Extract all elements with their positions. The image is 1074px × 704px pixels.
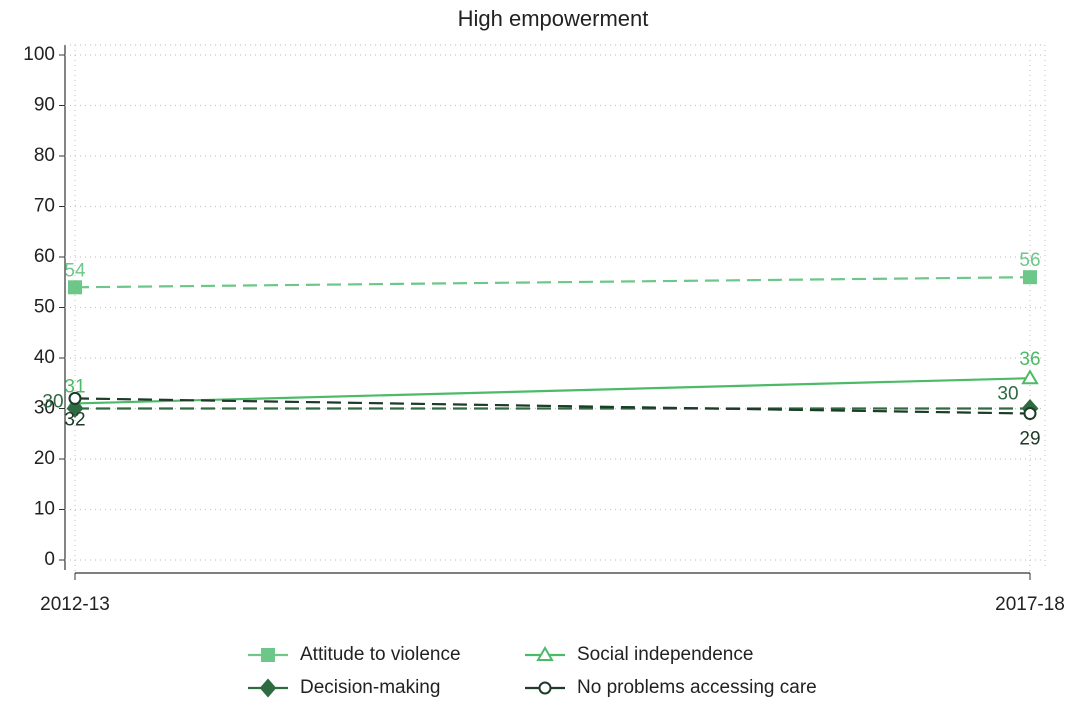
y-tick-label: 20 <box>34 448 55 469</box>
marker <box>66 398 84 419</box>
marker <box>68 391 82 405</box>
marker <box>259 678 277 698</box>
chart-title: High empowerment <box>458 6 649 31</box>
marker <box>1023 407 1037 421</box>
legend-item: Social independence <box>525 644 753 665</box>
data-label: 31 <box>64 376 85 397</box>
legend-item: No problems accessing care <box>525 677 817 698</box>
y-tick-label: 70 <box>34 196 55 217</box>
legend-label: Attitude to violence <box>300 644 461 665</box>
y-tick-label: 30 <box>34 398 55 419</box>
x-tick-label: 2012-13 <box>40 594 110 615</box>
series-line <box>74 397 1031 415</box>
legend-item: Decision-making <box>248 677 440 698</box>
y-tick-label: 60 <box>34 246 55 267</box>
legend-label: No problems accessing care <box>577 677 817 698</box>
series-line <box>74 377 1031 405</box>
data-label: 32 <box>64 409 85 430</box>
data-label: 54 <box>64 260 86 281</box>
series-line <box>74 276 1031 289</box>
data-label: 36 <box>1019 349 1040 370</box>
data-label: 29 <box>1019 429 1040 450</box>
legend-label: Decision-making <box>300 677 440 698</box>
y-tick-label: 100 <box>23 44 55 65</box>
marker <box>261 648 275 662</box>
y-tick-label: 90 <box>34 95 55 116</box>
data-label: 30 <box>997 384 1018 405</box>
y-tick-label: 80 <box>34 145 55 166</box>
marker <box>1023 270 1037 285</box>
marker <box>68 280 82 295</box>
y-tick-label: 40 <box>34 347 55 368</box>
legend-label: Social independence <box>577 644 753 665</box>
y-tick-label: 10 <box>34 499 55 520</box>
y-tick-label: 0 <box>44 549 55 570</box>
data-label: 30 <box>42 392 63 413</box>
data-label: 56 <box>1019 250 1040 271</box>
marker <box>1021 369 1039 385</box>
y-tick-label: 50 <box>34 297 55 318</box>
marker <box>536 646 554 661</box>
x-tick-label: 2017-18 <box>995 594 1065 615</box>
marker <box>538 681 552 695</box>
legend-item: Attitude to violence <box>248 644 461 665</box>
